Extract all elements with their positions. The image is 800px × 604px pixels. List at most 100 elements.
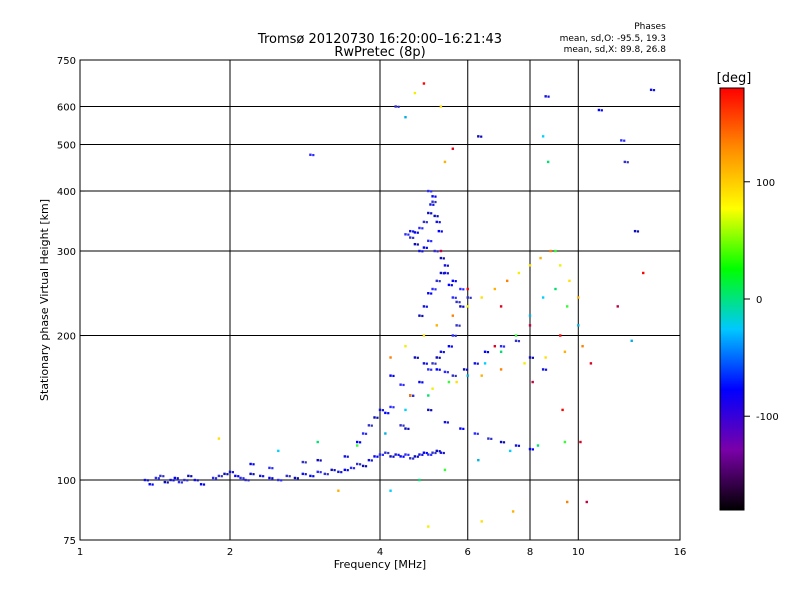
data-point bbox=[459, 305, 462, 308]
data-point bbox=[183, 478, 186, 482]
data-point bbox=[451, 279, 455, 283]
data-point bbox=[450, 345, 453, 348]
data-point bbox=[244, 478, 247, 482]
data-point bbox=[447, 283, 451, 287]
data-point bbox=[636, 230, 640, 233]
data-point bbox=[434, 288, 437, 291]
data-point bbox=[346, 455, 349, 458]
data-point bbox=[409, 394, 412, 397]
data-point bbox=[421, 227, 424, 230]
colorbar-tick-label: -100 bbox=[756, 412, 779, 423]
data-point bbox=[559, 334, 562, 337]
data-point bbox=[477, 458, 480, 462]
data-point bbox=[226, 473, 229, 476]
data-point bbox=[421, 314, 424, 318]
data-point bbox=[544, 356, 547, 359]
data-point bbox=[541, 296, 545, 299]
data-point bbox=[431, 287, 434, 291]
colorbar-ticks: 100 0 -100 bbox=[744, 178, 779, 423]
data-point bbox=[389, 405, 392, 409]
y-axis-label: Stationary phase Virtual Height [km] bbox=[38, 199, 51, 401]
data-point bbox=[430, 409, 433, 412]
data-point bbox=[493, 345, 497, 348]
data-point bbox=[355, 462, 359, 466]
data-point bbox=[455, 300, 458, 304]
grid bbox=[80, 60, 680, 540]
data-point bbox=[378, 408, 382, 412]
data-point bbox=[554, 249, 557, 253]
data-point bbox=[268, 466, 271, 470]
data-point bbox=[447, 380, 451, 384]
data-point bbox=[384, 451, 387, 454]
data-point bbox=[459, 287, 462, 291]
data-point bbox=[163, 480, 167, 484]
data-point bbox=[418, 478, 421, 482]
data-point bbox=[389, 455, 392, 458]
data-point bbox=[413, 356, 417, 359]
data-point bbox=[435, 356, 438, 359]
data-point bbox=[381, 409, 384, 412]
data-point bbox=[454, 280, 457, 283]
data-point bbox=[462, 288, 465, 291]
data-point bbox=[442, 451, 445, 455]
data-point bbox=[626, 161, 629, 164]
data-point bbox=[466, 305, 469, 308]
data-point bbox=[439, 249, 443, 253]
data-point bbox=[422, 451, 426, 454]
data-point bbox=[319, 471, 322, 474]
data-point bbox=[430, 240, 433, 243]
data-point bbox=[425, 221, 428, 224]
stats-heading: Phases bbox=[634, 22, 666, 32]
data-point bbox=[480, 296, 483, 299]
data-point bbox=[579, 440, 582, 444]
data-point bbox=[312, 475, 315, 478]
data-point bbox=[465, 368, 469, 371]
colorbar-label: [deg] bbox=[717, 71, 752, 86]
data-point bbox=[454, 296, 457, 299]
data-point bbox=[568, 279, 571, 283]
data-point bbox=[392, 455, 395, 458]
colorbar-tick-label: 0 bbox=[756, 295, 762, 306]
data-point bbox=[416, 455, 419, 458]
data-point bbox=[259, 474, 262, 478]
data-point bbox=[421, 453, 424, 456]
data-point bbox=[316, 458, 319, 462]
data-point bbox=[429, 203, 432, 206]
data-point bbox=[296, 477, 299, 480]
data-point bbox=[412, 457, 415, 460]
data-point bbox=[559, 264, 562, 267]
data-point bbox=[430, 190, 433, 193]
data-point bbox=[271, 467, 274, 470]
data-point bbox=[434, 451, 437, 455]
data-point bbox=[370, 459, 373, 462]
data-point bbox=[407, 427, 410, 430]
data-point bbox=[499, 440, 503, 444]
data-point bbox=[531, 448, 534, 451]
data-point bbox=[589, 362, 593, 365]
data-point bbox=[446, 264, 449, 267]
data-point bbox=[234, 474, 237, 478]
data-point bbox=[228, 470, 232, 474]
data-point bbox=[422, 305, 426, 308]
data-point bbox=[427, 394, 430, 397]
data-point bbox=[458, 301, 461, 304]
data-point bbox=[439, 105, 443, 108]
data-point bbox=[409, 229, 412, 233]
data-point bbox=[316, 440, 319, 444]
data-point bbox=[431, 387, 434, 390]
data-point bbox=[304, 473, 307, 476]
data-point bbox=[422, 334, 426, 337]
data-point bbox=[211, 476, 215, 480]
data-point bbox=[173, 476, 177, 480]
data-point bbox=[340, 471, 343, 474]
data-point bbox=[616, 305, 619, 308]
data-point bbox=[585, 500, 588, 504]
data-point bbox=[440, 230, 443, 233]
data-point bbox=[361, 464, 365, 468]
data-point bbox=[367, 424, 371, 427]
data-point bbox=[217, 474, 221, 478]
data-point bbox=[409, 457, 412, 460]
data-point bbox=[293, 476, 297, 480]
data-point bbox=[483, 350, 487, 353]
data-point bbox=[435, 279, 438, 283]
